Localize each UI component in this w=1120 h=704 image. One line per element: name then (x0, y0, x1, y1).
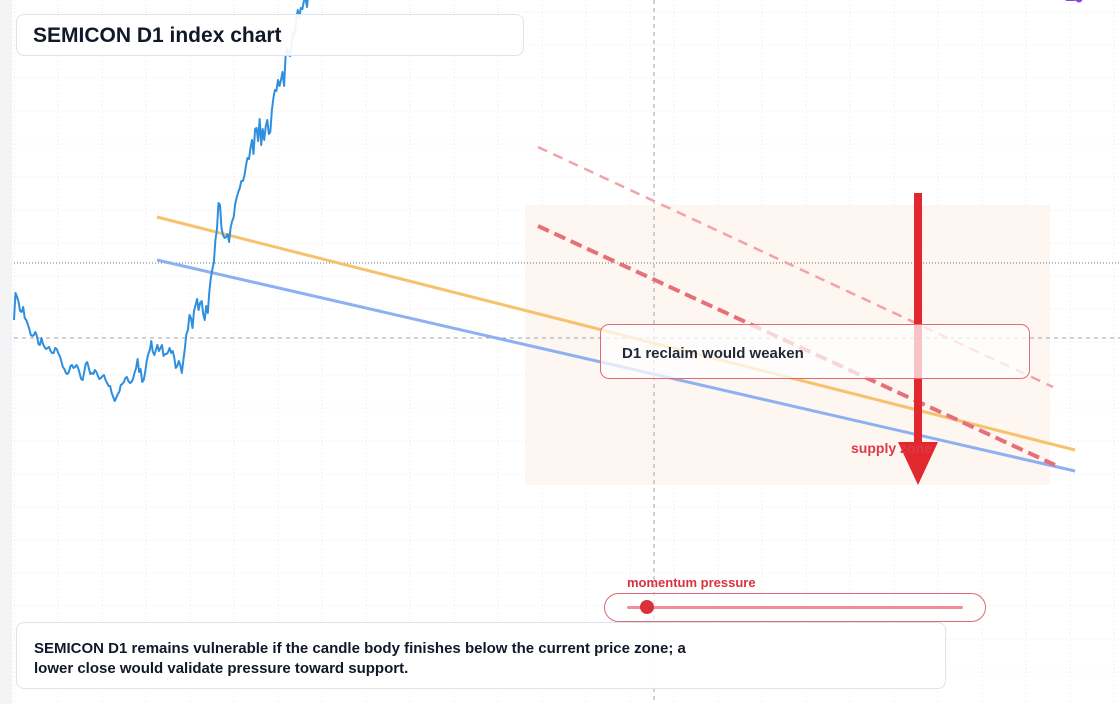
momentum-track (627, 606, 963, 609)
momentum-knob (640, 600, 655, 614)
reclaim-callout: D1 reclaim would weaken (600, 324, 1030, 379)
upper-channel-line (537, 145, 1054, 389)
last-price-dot (1075, 0, 1083, 3)
price-line-early (13, 0, 309, 402)
momentum-gauge (604, 593, 986, 622)
chart-title-box: SEMICON D1 index chart (16, 14, 524, 56)
callout-text: D1 reclaim would weaken (622, 345, 804, 362)
analysis-note-box: SEMICON D1 remains vulnerable if the can… (16, 622, 946, 689)
chart-title: SEMICON D1 index chart (33, 24, 282, 47)
bearish-arrow-head (898, 442, 938, 485)
lower-channel-line (537, 224, 1056, 467)
supply-zone-label: supply zone (851, 440, 932, 456)
momentum-label: momentum pressure (627, 575, 756, 590)
bearish-arrow-shaft (914, 193, 922, 445)
analysis-note: SEMICON D1 remains vulnerable if the can… (34, 640, 686, 677)
left-gutter (0, 0, 12, 704)
price-line (13, 0, 1077, 402)
